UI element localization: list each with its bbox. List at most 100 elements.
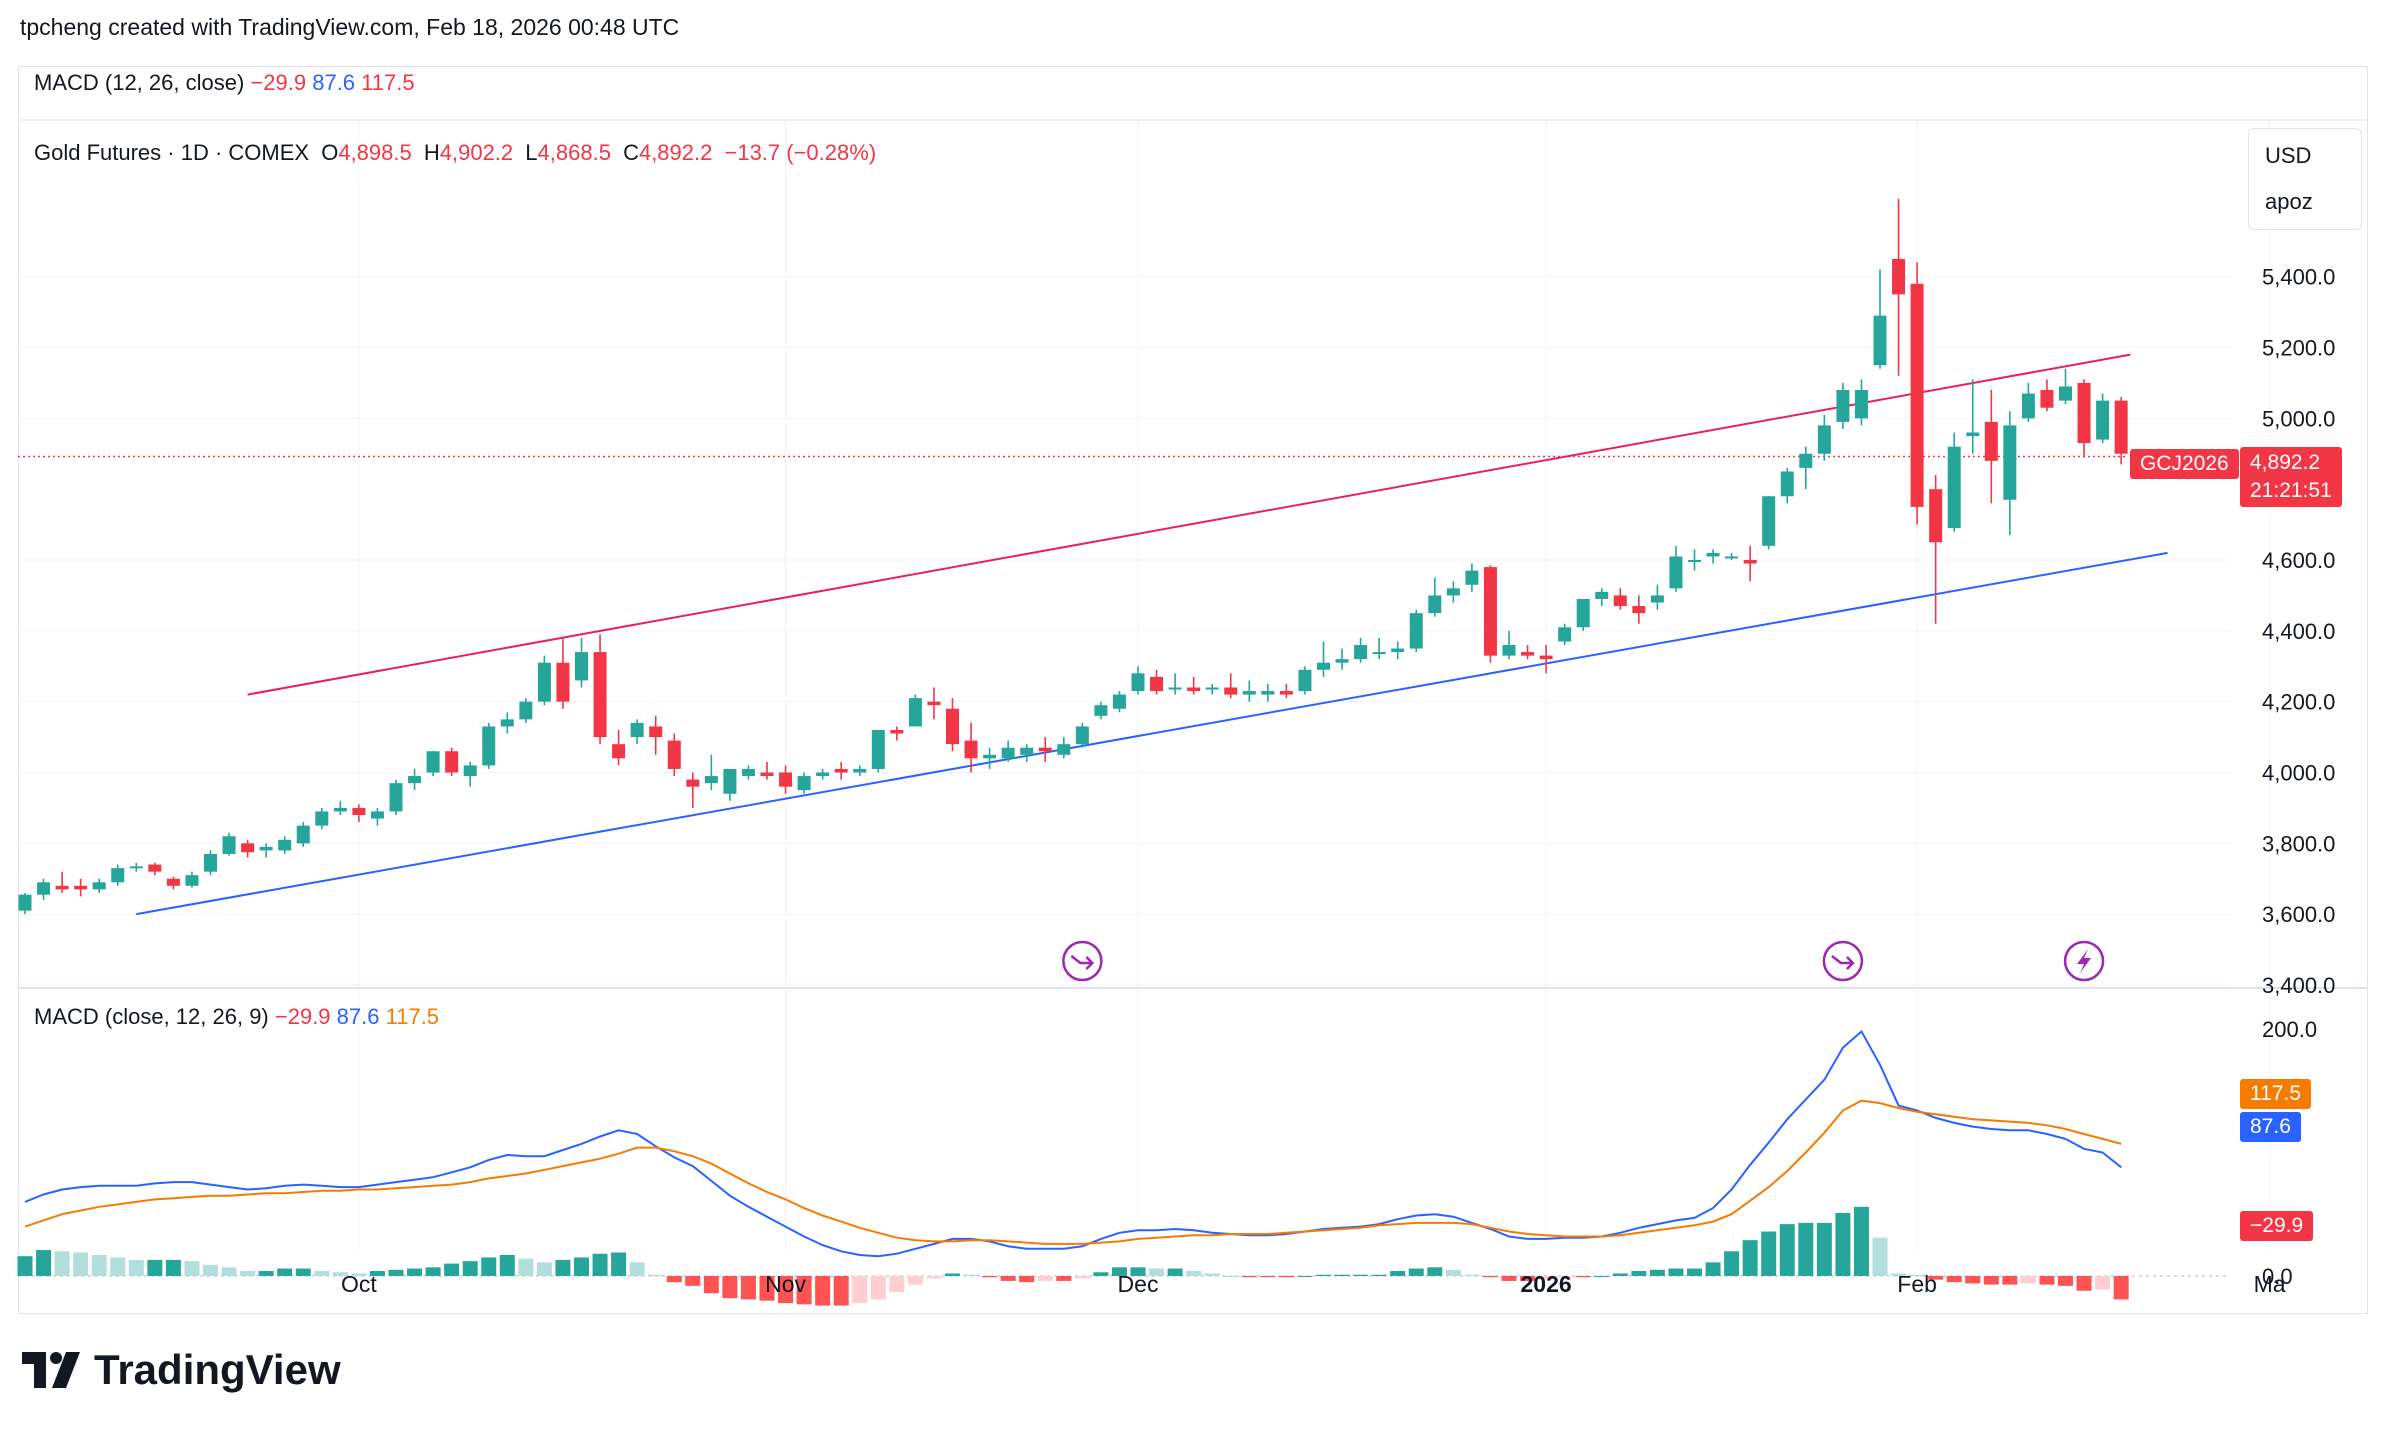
candle (704, 754, 718, 791)
macd-histogram-bar (1705, 1262, 1721, 1276)
candle (2114, 397, 2128, 465)
macd-histogram-bar (1575, 1275, 1591, 1278)
candle (1391, 641, 1405, 660)
candle-body (1020, 747, 1034, 755)
macd-histogram-bar (1353, 1274, 1369, 1276)
candles (18, 198, 2147, 915)
macd-histogram-bar (945, 1273, 960, 1276)
candle-body (352, 807, 366, 815)
macd-histogram-bar (1501, 1275, 1517, 1281)
macd-line (24, 1029, 2122, 1258)
candle (1298, 666, 1312, 695)
macd-histogram-bar (1371, 1274, 1387, 1276)
macd-histogram-bar (778, 1275, 794, 1304)
symbol-title: Gold Futures · 1D · COMEX (34, 140, 310, 165)
macd-histogram-bar (1798, 1222, 1814, 1276)
candle (74, 878, 88, 897)
macd-histogram-bar (499, 1254, 515, 1276)
macd-histogram-bar (1594, 1275, 1610, 1277)
candle-body (315, 811, 329, 826)
scale-unit-box[interactable]: USD apoz (2248, 128, 2362, 230)
candle (686, 772, 700, 808)
candle-body (1112, 694, 1126, 709)
candle-body (1001, 747, 1015, 759)
candle-body (74, 885, 88, 890)
candle (946, 698, 959, 752)
unit-label[interactable]: apoz (2265, 189, 2313, 214)
candle-body (1743, 560, 1757, 564)
candle-body (1836, 390, 1850, 422)
macd-histogram-bar (295, 1268, 311, 1276)
candle-body (1873, 315, 1887, 366)
macd-histogram-bar (1779, 1224, 1795, 1276)
macd-histogram-bar (740, 1275, 756, 1300)
candle-body (222, 836, 236, 854)
candle-body (816, 772, 830, 777)
candle-body (575, 652, 588, 681)
candle (1187, 676, 1201, 695)
time-axis-label: Dec (1118, 1271, 1159, 1297)
candle (92, 878, 106, 893)
candle (1317, 641, 1330, 677)
price-tick-label: 4,600.0 (2262, 548, 2335, 573)
candle (1446, 581, 1460, 603)
price-tick-label: 3,600.0 (2262, 902, 2335, 927)
time-axis-label: Oct (341, 1271, 377, 1297)
candle-body (1483, 567, 1497, 656)
candle-body (2021, 393, 2035, 419)
macd-histogram-bar (110, 1257, 126, 1276)
candle-body (1576, 598, 1590, 628)
macd-histogram-bar (1074, 1275, 1090, 1279)
candle-body (1279, 691, 1293, 695)
candle-body (1539, 655, 1553, 660)
dividend-arrow-icon (1822, 940, 1864, 982)
candle (1873, 269, 1887, 369)
macd-histogram-bar (1390, 1271, 1406, 1276)
macd-histogram-bar (1037, 1275, 1053, 1281)
candle (1335, 648, 1349, 670)
candle-body (1465, 570, 1479, 585)
candle-body (408, 776, 422, 784)
candle (1892, 198, 1906, 376)
candle (1910, 262, 1924, 525)
candle-body (1131, 673, 1145, 692)
candle (575, 637, 588, 688)
macd-histogram-bar (574, 1257, 589, 1276)
candle-body (667, 740, 681, 769)
macd-histogram-bar (796, 1275, 812, 1305)
candle (723, 768, 737, 801)
candle (389, 779, 403, 815)
macd-histogram-bar (1983, 1275, 1999, 1285)
macd-hist-value: −29.9 (274, 1004, 331, 1029)
candle (352, 804, 366, 823)
candle (1632, 595, 1646, 624)
currency-label[interactable]: USD (2265, 143, 2312, 168)
candle (37, 878, 51, 900)
candle-body (723, 768, 737, 794)
candle-body (482, 726, 496, 766)
macd-histogram-bar (833, 1275, 849, 1306)
time-axis-label: 2026 (1521, 1271, 1572, 1297)
candle-body (129, 866, 143, 869)
macd-histogram-bar (1482, 1275, 1498, 1278)
candle-body (1317, 662, 1330, 670)
candle-body (1688, 560, 1701, 562)
candle (1595, 588, 1609, 607)
arrow-head (1085, 956, 1095, 970)
candle-body (2096, 400, 2110, 440)
macd-value-tag: 87.6 (2240, 1112, 2301, 1142)
candle (2003, 411, 2017, 536)
macd-histogram-bar (1000, 1275, 1016, 1281)
dividend-arrow-icon-ring (1062, 940, 1103, 982)
candle-body (1892, 258, 1906, 295)
candle (278, 836, 292, 854)
macd-histogram-bar (1891, 1273, 1907, 1276)
candle-body (630, 722, 644, 738)
tradingview-logo[interactable]: TradingView (22, 1346, 341, 1394)
candle (612, 730, 626, 766)
macd-histogram-bar (1278, 1275, 1294, 1278)
candle-body (741, 768, 755, 777)
macd-histogram-bar (240, 1271, 256, 1276)
candle (1205, 683, 1219, 695)
